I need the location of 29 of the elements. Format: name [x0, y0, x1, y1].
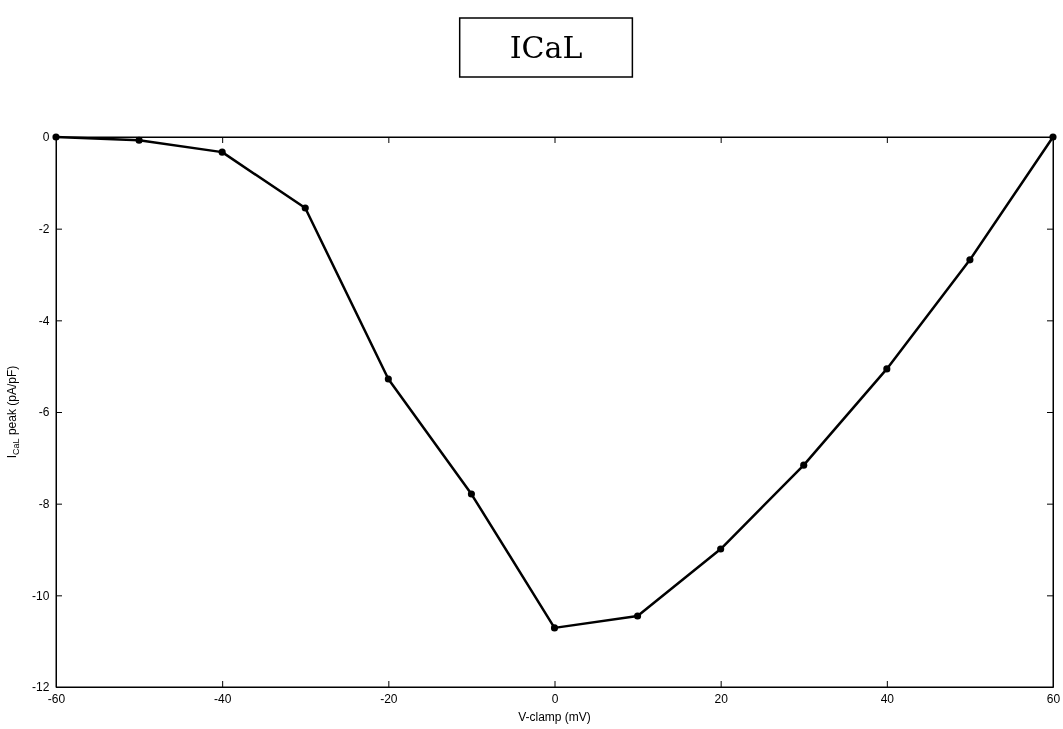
point [135, 136, 143, 144]
y-tick-label: -10 [32, 588, 50, 603]
point [1049, 133, 1057, 141]
y-tick-label: -12 [32, 680, 50, 695]
x-tick-label: 20 [714, 692, 729, 707]
y-tick-label: -6 [38, 405, 50, 420]
y-tick-label: -2 [38, 222, 50, 237]
x-tick-label: -20 [380, 692, 398, 707]
x-tick-label: 40 [880, 692, 895, 707]
y-tick-label: -8 [38, 497, 50, 512]
point [966, 256, 974, 264]
x-tick-label: 0 [551, 692, 559, 707]
x-tick-label: -60 [47, 692, 66, 707]
x-axis-title: V-clamp (mV) [518, 710, 591, 724]
x-tick-label: 60 [1046, 692, 1061, 707]
chart-title: ICaL [509, 30, 583, 65]
point [301, 204, 309, 212]
point [384, 375, 392, 383]
point [467, 490, 475, 498]
point [717, 545, 725, 553]
point [634, 612, 642, 620]
point [550, 624, 559, 632]
y-tick-label: 0 [42, 130, 50, 145]
point [883, 365, 891, 373]
point [800, 461, 808, 469]
x-tick-label: -40 [213, 692, 232, 707]
y-tick-label: -4 [38, 313, 50, 328]
point [218, 148, 226, 156]
point [52, 133, 60, 141]
